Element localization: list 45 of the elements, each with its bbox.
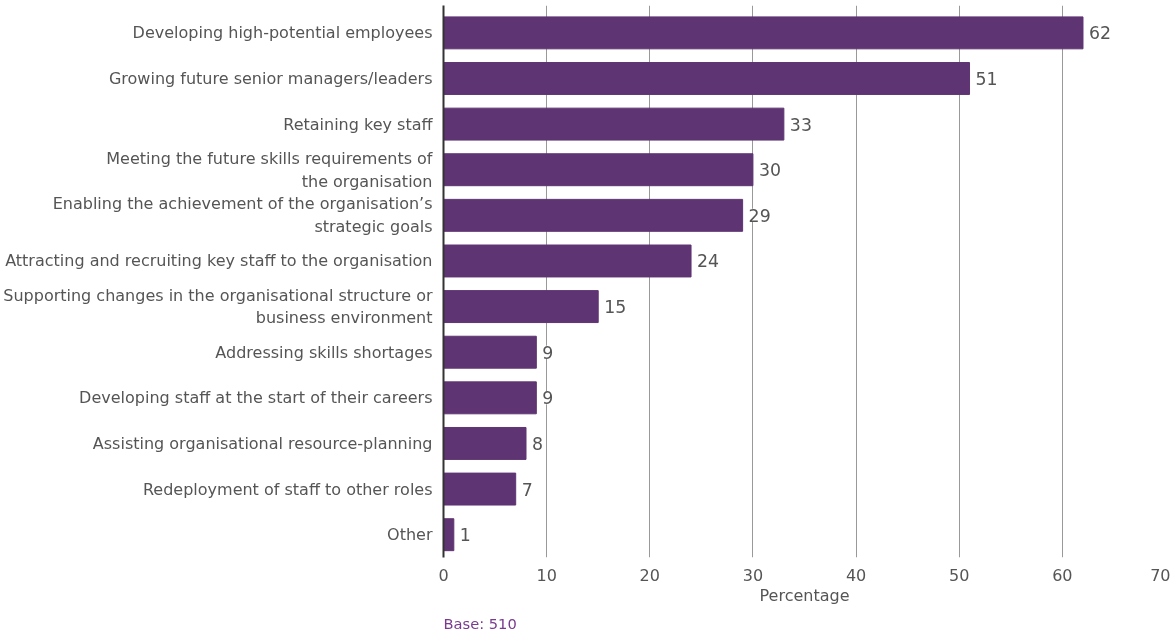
y-tick-label: Growing future senior managers/leaders [108,68,433,88]
data-label: 8 [532,433,544,454]
bar [443,381,537,415]
data-label: 7 [521,479,533,500]
x-tick-label: 70 [1150,565,1171,585]
bar [443,244,692,278]
y-tick-label: Other [387,525,433,545]
x-tick-label: 10 [536,565,557,585]
y-tick-label: Retaining key staff [283,114,434,134]
y-tick-label: Redeployment of staff to other roles [142,479,433,499]
y-tick-label: Meeting the future skills requirements of the organisation [106,148,433,191]
bar [443,335,537,369]
x-axis-title: Percentage [759,585,850,605]
x-tick-label: 30 [742,565,764,585]
x-tick-label: 0 [438,565,449,585]
bar [443,426,527,460]
data-label: 9 [542,388,554,409]
y-tick-label: Assisting organisational resource-planning [92,433,433,453]
x-tick-label: 20 [639,565,660,585]
data-label: 62 [1088,23,1112,44]
x-tick-label: 60 [1052,565,1073,585]
y-tick-label: Attracting and recruiting key staff to the organisation [5,251,433,271]
data-label: 9 [542,342,554,363]
y-tick-label: Developing high-potential employees [132,23,433,43]
y-tick-label: Addressing skills shortages [215,342,433,362]
data-label: 1 [459,525,471,546]
x-tick-label: 40 [845,565,867,585]
bar [443,198,744,232]
data-label: 51 [975,68,998,89]
y-tick-label: Developing staff at the start of their careers [79,388,433,408]
bar [443,472,517,506]
data-label: 24 [697,251,720,272]
y-tick-label: Supporting changes in the organisational structure or business environment [3,285,433,328]
y-tick-label: Enabling the achievement of the organisation’s strategic goals [52,194,433,237]
data-label: 15 [604,297,627,318]
data-label: 29 [748,205,771,226]
bar [443,62,971,95]
data-label: 33 [789,114,812,135]
bar [443,107,785,141]
x-tick-label: 50 [949,565,970,585]
bar [443,290,599,324]
bar [443,16,1084,50]
data-label: 30 [758,160,781,181]
bar [443,153,754,187]
text: Base: 510 [443,614,517,632]
